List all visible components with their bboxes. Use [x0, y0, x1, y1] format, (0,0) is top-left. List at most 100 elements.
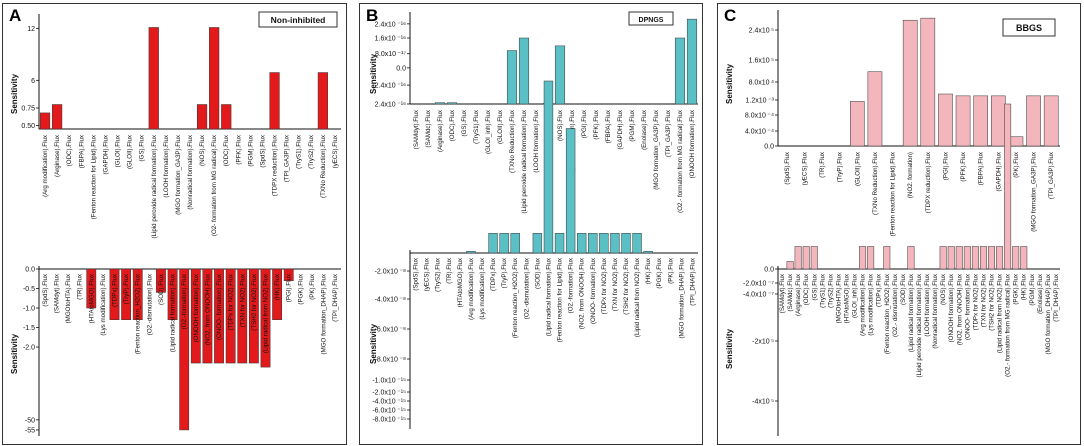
- category-label: (MGO formation_GA3P).Flux: [1031, 151, 1038, 232]
- y-tick-label: -55: [25, 427, 35, 434]
- category-label: (TryP).Flux: [123, 273, 130, 304]
- category-label: (TryP).Flux: [501, 257, 508, 288]
- y-tick-label: -4.0x10 ⁻¹⁵: [372, 399, 406, 406]
- y-tick-label: -2.0: [23, 345, 35, 352]
- y-axis-title: Sensitivity: [369, 53, 378, 94]
- category-label: (TryP).Flux: [837, 151, 844, 182]
- bar: [996, 246, 1004, 270]
- category-label: (TPI_DHAP).Flux: [1053, 273, 1060, 322]
- category-label: (PFK).Flux: [235, 134, 242, 164]
- category-label: (ODC).Flux: [66, 134, 73, 166]
- legend-box: [628, 11, 674, 26]
- category-label: (Lipid radical formation).Flux: [170, 273, 177, 352]
- chart-a: A Non-inhibited Sensitivity 12 6 0.75 0.50 (Arg…: [9, 6, 341, 436]
- category-label: (NOS).Flux: [557, 109, 564, 141]
- category-label: (TDPX reduction).Flux: [272, 134, 279, 196]
- category-label: (LOOH formation).Flux: [924, 273, 931, 336]
- y-tick-label: 12: [27, 26, 35, 33]
- category-label: (TryS1).Flux: [296, 134, 303, 169]
- category-label: (Lys modification).Flux: [868, 273, 875, 336]
- bar: [156, 268, 166, 293]
- y-tick-label: -2.0x10 ⁻⁸: [375, 269, 406, 276]
- category-label: (SAMdyt).Flux: [413, 109, 420, 149]
- category-label: (FBPA).Flux: [78, 134, 85, 168]
- category-label: (Lipid radical from NO2).Flux: [263, 273, 270, 353]
- panel-label: C: [724, 6, 736, 25]
- y-tick-label: 2.4x10 ⁻¹⁶: [375, 102, 406, 109]
- category-label: (NO2. from ONOOH).Flux: [579, 257, 586, 329]
- category-label: (Lys modification).Flux: [100, 273, 107, 336]
- bar: [577, 233, 587, 254]
- y-tick-label: 8.0x10 ⁴: [749, 80, 774, 87]
- category-label: (TXNo Reduction).Flux: [509, 109, 516, 173]
- bar: [132, 268, 143, 320]
- bar: [506, 50, 518, 105]
- category-label: (TDPx for NO2).Flux: [601, 257, 608, 314]
- category-label: (LOOH formation).Flux: [533, 109, 540, 172]
- bar: [686, 18, 698, 105]
- bar: [588, 233, 598, 254]
- bar: [532, 233, 543, 254]
- y-axis-title-bottom: Sensitivity: [725, 328, 734, 369]
- category-label: (O2.- dismutation).Flux: [892, 273, 899, 337]
- bar: [434, 102, 446, 105]
- category-label: (MGOtoHTA).Flux: [835, 273, 842, 323]
- bar: [272, 268, 283, 320]
- category-label: (SpdS).Flux: [42, 273, 49, 307]
- bar: [621, 233, 631, 254]
- y-axis-title-bottom: Sensitivity: [10, 333, 19, 374]
- bar: [991, 95, 1006, 147]
- y-tick-label: -6.0x10 ⁻¹⁵: [372, 408, 406, 415]
- bar: [269, 72, 280, 130]
- category-label: (TR).Flux: [446, 257, 453, 284]
- bar: [867, 71, 883, 147]
- y-tick-label: 6: [31, 78, 35, 85]
- category-label: (Lipid peroxide radical formation).Flux: [521, 109, 528, 213]
- bar: [643, 251, 653, 254]
- bar: [167, 268, 178, 320]
- category-label: (MGO formation_DHAP).Flux: [1045, 273, 1052, 354]
- category-label: (LOOH formation).Flux: [163, 134, 170, 197]
- bar: [237, 268, 248, 364]
- category-label: (TXNo Reduction).Flux: [872, 151, 879, 215]
- category-label: (SAMdc).Flux: [425, 109, 432, 147]
- category-label: (Enolase).Flux: [641, 109, 648, 150]
- category-label: (ONOOH formation).Flux: [948, 273, 955, 342]
- category-label: (FBPA).Flux: [978, 151, 985, 185]
- category-label: (MGO formation_GA3P).Flux: [653, 109, 660, 190]
- category-label: (HK).Flux: [1021, 273, 1028, 300]
- category-label: (TR).Flux: [77, 273, 84, 300]
- category-label: (Fenton reaction_H2O2).Flux: [512, 257, 519, 338]
- category-label: (SAMdyt).Flux: [779, 273, 786, 313]
- bar: [190, 268, 201, 364]
- bar: [632, 233, 642, 254]
- category-label: (Lys modification).Flux: [479, 257, 486, 320]
- category-label: (GS).Flux: [461, 109, 468, 136]
- category-label: (Arg modification).Flux: [42, 134, 49, 197]
- bar: [225, 268, 236, 364]
- y-tick-label: 1.6x10 ⁻¹⁶: [375, 36, 406, 43]
- category-label: (ONOO- formation).Flux: [216, 273, 223, 340]
- bar: [1043, 95, 1059, 147]
- category-label: (MGO formation_GA3P).Flux: [175, 134, 182, 215]
- y-tick-label: -8.0x10 ⁻¹⁵: [372, 417, 406, 424]
- category-label: (TDPx).Flux: [112, 273, 119, 307]
- bar: [1026, 95, 1041, 147]
- bar: [988, 246, 995, 270]
- bar: [599, 233, 609, 254]
- category-label: (SOD).Flux: [534, 257, 541, 289]
- category-label: (TDPx).Flux: [876, 273, 883, 307]
- category-label: (TryS2).Flux: [827, 273, 834, 308]
- bar: [955, 246, 963, 270]
- bar: [794, 246, 802, 270]
- category-label: (ONOO- formation).Flux: [964, 273, 971, 340]
- category-label: (TR).Flux: [819, 151, 826, 178]
- y-tick-label: -4.0x10 ⁻⁷: [743, 292, 774, 299]
- bar: [907, 246, 915, 270]
- category-label: (NO2. formation): [907, 152, 914, 198]
- category-label: (Arginase).Flux: [795, 273, 802, 316]
- category-label: (Arg modification).Flux: [468, 257, 475, 320]
- y-tick-label: 8.0x10 ⁻⁴: [745, 113, 774, 120]
- chart-c: C BBGS Sensitivity 2.4x10 ⁵ 1.6x10 ⁵ 8.0x10 ⁴…: [724, 6, 1060, 436]
- bar: [859, 246, 867, 270]
